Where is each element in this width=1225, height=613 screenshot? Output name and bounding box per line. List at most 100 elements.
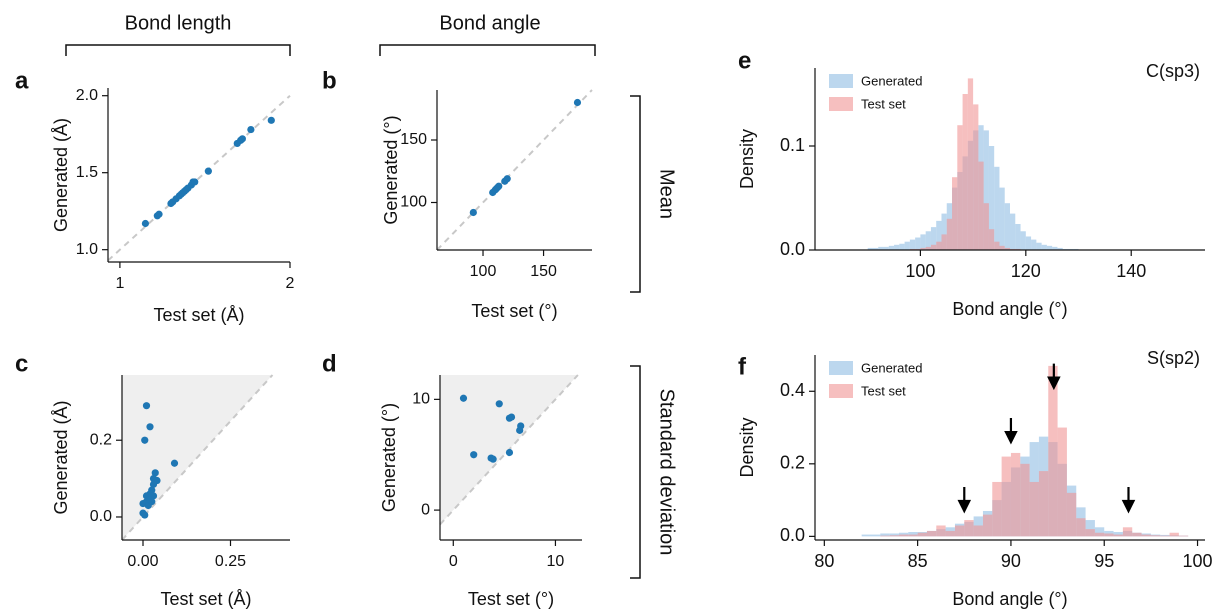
point xyxy=(267,116,275,124)
histogram-bar xyxy=(988,229,995,250)
histogram-bar xyxy=(889,535,899,537)
histogram-bar xyxy=(1020,463,1030,537)
annotation: S(sp2) xyxy=(1147,348,1200,368)
histogram-bar xyxy=(957,125,963,250)
histogram-bar xyxy=(1076,518,1086,537)
point xyxy=(141,436,149,444)
histogram-bar xyxy=(925,246,931,250)
histogram-bar xyxy=(1010,213,1016,250)
histogram-bar xyxy=(1031,239,1037,250)
histogram-bar xyxy=(889,533,899,537)
row-label: Mean xyxy=(656,169,678,219)
histogram-bar xyxy=(1113,532,1123,537)
point xyxy=(507,413,516,421)
y-axis-label: Generated (Å) xyxy=(51,118,71,232)
column-label: Bond angle xyxy=(439,12,540,34)
y-tick-label: 1.5 xyxy=(76,164,98,181)
histogram-bar xyxy=(870,534,881,537)
y-tick-label: 0.4 xyxy=(780,380,805,400)
histogram-bar xyxy=(1169,532,1179,537)
x-tick-label: 100 xyxy=(470,263,497,280)
y-tick-label: 0.0 xyxy=(780,239,805,259)
point xyxy=(469,208,477,217)
histogram-bar xyxy=(930,244,937,250)
panel-letter: a xyxy=(15,67,29,94)
point xyxy=(489,455,497,463)
x-tick-label: 0 xyxy=(449,553,458,570)
legend-label: Generated xyxy=(861,360,922,375)
histogram-bar xyxy=(1036,242,1042,250)
x-axis-label: Test set (Å) xyxy=(160,589,251,609)
y-tick-label: 1.0 xyxy=(76,241,98,258)
point xyxy=(151,469,159,477)
histogram-bar xyxy=(899,243,905,250)
x-tick-label: 100 xyxy=(1183,551,1213,571)
annotation: C(sp3) xyxy=(1146,61,1200,81)
histogram-bar xyxy=(952,177,958,250)
legend-label: Test set xyxy=(861,383,906,398)
histogram-bar xyxy=(1085,529,1095,537)
row-label: Standard deviation xyxy=(656,389,678,556)
arrow xyxy=(1121,486,1136,514)
legend-swatch xyxy=(829,97,853,111)
histogram-bar xyxy=(917,532,927,537)
histogram-bar xyxy=(962,94,968,250)
x-tick-label: 0.25 xyxy=(215,553,246,570)
histogram-bar xyxy=(1020,231,1026,250)
x-tick-label: 2 xyxy=(286,275,295,292)
histogram-bar xyxy=(1004,203,1010,250)
histogram-bar xyxy=(898,534,909,537)
point xyxy=(146,496,154,504)
x-tick-label: 0.00 xyxy=(127,553,158,570)
histogram-bar xyxy=(936,241,942,250)
column-bracket xyxy=(65,44,291,56)
histogram-bar xyxy=(964,520,974,537)
point xyxy=(505,448,514,457)
histogram-bar xyxy=(878,246,884,250)
histogram-bar xyxy=(946,218,953,250)
histogram-bar xyxy=(926,530,937,537)
histogram-bar xyxy=(888,245,895,250)
point xyxy=(470,451,478,459)
point xyxy=(149,480,158,488)
y-tick-label: 0 xyxy=(421,501,430,518)
point xyxy=(247,125,255,134)
histogram-bar xyxy=(1041,244,1047,250)
point xyxy=(141,511,149,519)
histogram-bar xyxy=(1010,452,1021,537)
histogram-bar xyxy=(1038,471,1049,537)
histogram-bar xyxy=(988,146,995,250)
histogram-bar xyxy=(930,227,937,250)
panel-letter: c xyxy=(15,350,28,377)
histogram-bar xyxy=(1113,534,1123,537)
arrow xyxy=(1047,363,1061,391)
histogram-bar xyxy=(1141,534,1151,537)
x-tick-label: 100 xyxy=(905,261,935,281)
histogram-bar xyxy=(967,78,974,251)
histogram-bar xyxy=(1094,527,1105,537)
histogram-bar xyxy=(983,203,989,250)
point xyxy=(238,135,246,143)
y-tick-label: 10 xyxy=(412,391,430,408)
histogram-bar xyxy=(936,220,942,250)
panel-letter: e xyxy=(738,47,751,74)
point xyxy=(503,175,511,183)
panel-letter: f xyxy=(738,353,747,380)
x-tick-label: 1 xyxy=(115,275,124,292)
histogram-bar xyxy=(936,525,946,537)
histogram-bar xyxy=(1025,236,1032,250)
x-tick-label: 120 xyxy=(1011,261,1041,281)
histogram-bar xyxy=(1085,520,1095,537)
x-axis-label: Bond angle (°) xyxy=(952,589,1067,609)
y-tick-label: 0.1 xyxy=(780,135,805,155)
legend-swatch xyxy=(829,361,853,375)
histogram-bar xyxy=(992,481,1002,537)
point xyxy=(191,178,199,186)
histogram-bar xyxy=(915,237,921,250)
legend-label: Generated xyxy=(861,73,922,88)
histogram-bar xyxy=(1094,532,1105,537)
histogram-bar xyxy=(1178,535,1189,537)
y-axis-label: Density xyxy=(737,417,757,477)
histogram-bar xyxy=(954,525,965,537)
histogram-bar xyxy=(925,231,931,250)
